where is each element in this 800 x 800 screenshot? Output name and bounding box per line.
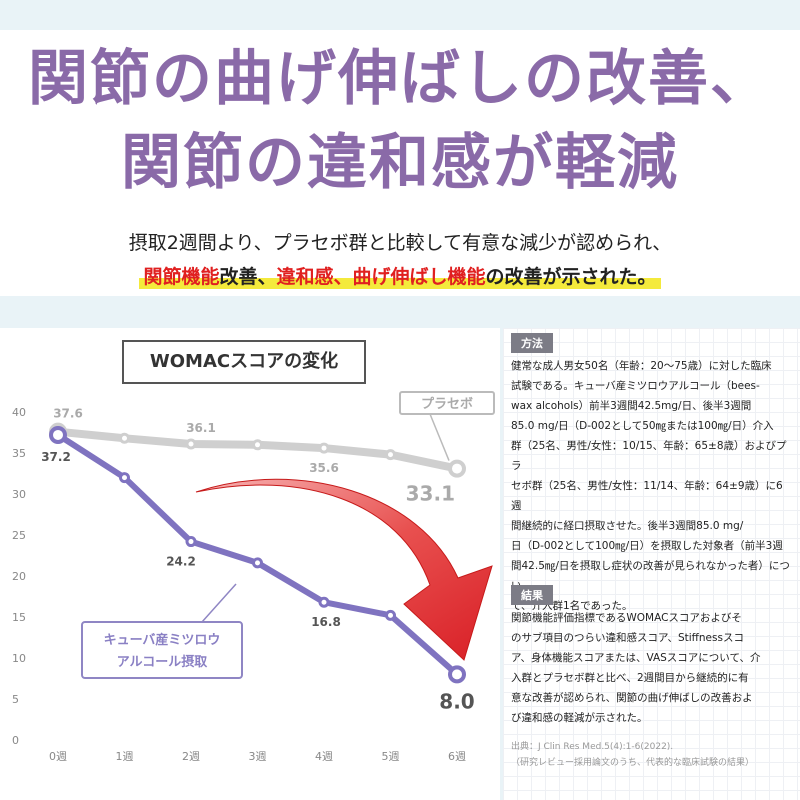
data-point: [119, 432, 130, 444]
top-stripe: [0, 0, 800, 30]
y-tick-label: 5: [12, 693, 19, 706]
placebo-legend-label: プラセボ: [421, 396, 473, 412]
subheadline-line-1: 摂取2週間より、プラセボ群と比較して有意な減少が認められ、: [128, 232, 672, 254]
placebo-legend-box: [399, 391, 495, 415]
x-tick-label: 6週: [448, 750, 466, 763]
treatment-data-label: 16.8: [311, 615, 341, 629]
placebo-data-label: 37.6: [53, 407, 83, 421]
x-tick-label: 3週: [249, 750, 267, 763]
data-point: [252, 439, 263, 451]
x-tick-label: 4週: [315, 750, 333, 763]
treatment-legend-label: キューバ産ミツロウ: [104, 632, 221, 648]
methods-text: 健常な成人男女50名（年齢：20～75歳）に対した臨床 試験である。キューバ産ミツ…: [511, 356, 793, 616]
data-point: [385, 449, 396, 461]
x-tick-label: 2週: [182, 750, 200, 763]
placebo-data-label: 33.1: [406, 482, 455, 506]
y-tick-label: 40: [12, 406, 26, 419]
y-tick-label: 20: [12, 570, 26, 583]
treatment-data-label: 8.0: [439, 689, 474, 713]
methods-line: 健常な成人男女50名（年齢：20～75歳）に対した臨床: [511, 360, 772, 372]
results-line: のサブ項目のつらい違和感スコア、Stiffnessスコ: [511, 632, 744, 644]
highlight-discomfort: 違和感、曲げ伸ばし機能: [276, 266, 486, 288]
highlight-marker: 関節機能改善、違和感、曲げ伸ばし機能の改善が示された。: [139, 262, 661, 289]
headline-line-1: 関節の曲げ伸ばしの改善、: [28, 44, 772, 114]
headline-line-2: 関節の違和感が軽減: [121, 128, 679, 198]
methods-line: 間継続的に経口摂取させた。後半3週間85.0 mg/: [511, 520, 744, 532]
results-text: 関節機能評価指標であるWOMACスコアおよびそ のサブ項目のつらい違和感スコア、S…: [511, 608, 793, 728]
data-point: [252, 557, 263, 569]
placebo-data-label: 36.1: [186, 421, 216, 435]
data-point: [119, 472, 130, 484]
treatment-data-label: 37.2: [41, 450, 71, 464]
decrease-arrow: [195, 478, 493, 661]
y-tick-label: 15: [12, 611, 26, 624]
y-tick-label: 10: [12, 652, 26, 665]
methods-heading: 方法: [511, 333, 553, 353]
data-point: [185, 438, 197, 450]
citation-note: （研究レビュー採用論文のうち、代表的な臨床試験の結果）: [511, 758, 755, 768]
subheadline-text-b: の改善が示された。: [485, 266, 657, 288]
results-line: 意な改善が認められ、関節の曲げ伸ばしの改善およ: [511, 692, 753, 704]
treatment-legend-leader: [201, 583, 237, 623]
methods-line: 日（D-002として100㎎/日）を摂取した対象者（前半3週: [511, 540, 783, 552]
x-tick-label: 5週: [382, 750, 400, 763]
results-line: 関節機能評価指標であるWOMACスコアおよびそ: [511, 612, 742, 624]
chart-title: WOMACスコアの変化: [122, 340, 366, 384]
data-point: [318, 442, 330, 454]
x-tick-label: 1週: [116, 750, 134, 763]
results-line: び違和感の軽減が示された。: [511, 712, 648, 724]
data-point: [385, 609, 396, 621]
placebo-legend-leader: [429, 413, 450, 461]
y-tick-label: 35: [12, 447, 26, 460]
methods-line: 間42.5㎎/日を摂取し症状の改善が見られなかった者）につい: [511, 560, 790, 592]
headline-panel: [0, 0, 800, 296]
citation-source: 出典：J Clin Res Med.5(4):1-6(2022).: [511, 742, 674, 752]
methods-line: 85.0 mg/日（D-002として50㎎または100㎎/日）介入: [511, 420, 774, 432]
x-tick-label: 0週: [49, 750, 67, 763]
y-tick-label: 30: [12, 488, 26, 501]
methods-line: wax alcohols）前半3週間42.5mg/日、後半3週間: [511, 400, 752, 412]
treatment-data-label: 24.2: [166, 555, 196, 569]
highlight-joint-function: 関節機能: [143, 266, 220, 288]
data-point: [448, 665, 466, 684]
data-point: [318, 596, 330, 608]
placebo-data-label: 35.6: [309, 461, 339, 475]
subheadline-text-a: 改善、: [219, 266, 277, 288]
methods-line: セボ群（25名、男性/女性：11/14、年齢：64±9歳）に6週: [511, 480, 783, 512]
treatment-legend-box: [81, 621, 243, 679]
methods-line: 試験である。キューバ産ミツロウアルコール（bees-: [511, 380, 760, 392]
study-info-panel: [503, 328, 800, 800]
results-heading: 結果: [511, 585, 553, 605]
results-line: 入群とプラセボ群と比べ、2週間目から継続的に有: [511, 672, 749, 684]
results-line: ア、身体機能スコアまたは、VASスコアについて、介: [511, 652, 761, 664]
data-point: [49, 425, 67, 444]
data-point: [185, 536, 197, 548]
data-point: [448, 459, 466, 478]
y-tick-label: 25: [12, 529, 26, 542]
subheadline-line-2: 関節機能改善、違和感、曲げ伸ばし機能の改善が示された。: [0, 262, 800, 289]
y-tick-label: 0: [12, 734, 19, 747]
treatment-legend-label: アルコール摂取: [117, 654, 209, 670]
methods-line: 群（25名、男性/女性：10/15、年齢：65±8歳）およびプラ: [511, 440, 787, 472]
